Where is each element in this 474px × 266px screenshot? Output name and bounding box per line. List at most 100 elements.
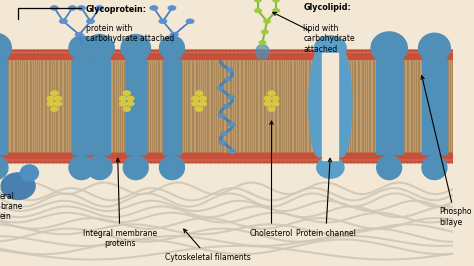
Circle shape <box>438 153 444 156</box>
Circle shape <box>62 160 67 163</box>
Circle shape <box>393 160 399 163</box>
Circle shape <box>73 157 78 160</box>
Circle shape <box>131 55 137 58</box>
Circle shape <box>254 49 259 53</box>
Circle shape <box>171 57 176 60</box>
Circle shape <box>280 153 285 156</box>
Circle shape <box>182 153 188 156</box>
Circle shape <box>438 160 444 163</box>
Circle shape <box>0 155 4 157</box>
Circle shape <box>235 157 240 160</box>
Circle shape <box>337 157 342 160</box>
Circle shape <box>224 157 229 160</box>
Circle shape <box>197 49 202 53</box>
Circle shape <box>337 57 342 60</box>
Circle shape <box>310 157 316 160</box>
Circle shape <box>356 160 361 163</box>
Circle shape <box>305 55 310 58</box>
Circle shape <box>107 153 112 156</box>
Circle shape <box>220 160 225 163</box>
Circle shape <box>404 160 410 163</box>
Circle shape <box>318 160 323 163</box>
Circle shape <box>58 53 63 56</box>
Circle shape <box>197 53 202 56</box>
Circle shape <box>365 55 370 58</box>
Circle shape <box>303 160 308 163</box>
Circle shape <box>386 53 391 56</box>
Circle shape <box>352 57 357 60</box>
Circle shape <box>416 49 421 53</box>
Circle shape <box>39 153 44 156</box>
Circle shape <box>12 160 18 163</box>
Circle shape <box>12 53 18 56</box>
Circle shape <box>374 160 380 163</box>
Circle shape <box>446 157 451 160</box>
Circle shape <box>31 49 36 53</box>
Circle shape <box>237 155 242 157</box>
Circle shape <box>199 55 204 58</box>
Circle shape <box>429 55 434 58</box>
Circle shape <box>20 49 25 53</box>
Circle shape <box>340 49 346 53</box>
Circle shape <box>356 49 361 53</box>
Circle shape <box>99 160 105 163</box>
Circle shape <box>110 53 116 56</box>
Circle shape <box>91 153 97 156</box>
Circle shape <box>99 153 105 156</box>
Circle shape <box>292 49 297 53</box>
Circle shape <box>325 153 331 156</box>
Circle shape <box>141 160 146 163</box>
Circle shape <box>16 49 22 53</box>
Circle shape <box>295 49 301 53</box>
Circle shape <box>401 53 406 56</box>
Circle shape <box>412 53 418 56</box>
Circle shape <box>50 160 55 163</box>
Circle shape <box>408 157 414 160</box>
Circle shape <box>407 155 411 157</box>
Circle shape <box>122 57 127 60</box>
Circle shape <box>65 157 71 160</box>
Circle shape <box>158 55 163 58</box>
Circle shape <box>205 153 210 156</box>
Circle shape <box>133 153 138 156</box>
Circle shape <box>1 160 7 163</box>
Circle shape <box>193 57 199 60</box>
Circle shape <box>128 55 133 58</box>
Circle shape <box>404 49 410 53</box>
Circle shape <box>128 155 133 157</box>
Circle shape <box>65 153 71 156</box>
Circle shape <box>429 155 434 157</box>
Circle shape <box>412 57 418 60</box>
Circle shape <box>31 153 36 156</box>
Circle shape <box>382 160 387 163</box>
Circle shape <box>58 160 63 163</box>
Circle shape <box>141 157 146 160</box>
Circle shape <box>416 153 421 156</box>
Circle shape <box>152 49 157 53</box>
Circle shape <box>257 57 263 60</box>
Circle shape <box>344 57 350 60</box>
Circle shape <box>423 157 429 160</box>
Circle shape <box>422 155 427 157</box>
Circle shape <box>173 155 178 157</box>
Circle shape <box>238 53 244 56</box>
Circle shape <box>65 57 71 60</box>
Circle shape <box>39 53 44 56</box>
Circle shape <box>209 49 214 53</box>
Circle shape <box>399 55 404 58</box>
Circle shape <box>50 153 55 156</box>
Circle shape <box>54 153 59 156</box>
Text: Glycoprotein:: Glycoprotein: <box>86 5 147 14</box>
Circle shape <box>137 160 142 163</box>
Circle shape <box>41 55 46 58</box>
Circle shape <box>167 57 173 60</box>
Circle shape <box>275 55 280 58</box>
Circle shape <box>329 157 335 160</box>
Circle shape <box>212 53 218 56</box>
Circle shape <box>197 157 202 160</box>
Circle shape <box>122 53 127 56</box>
Circle shape <box>167 49 173 53</box>
Circle shape <box>448 55 453 58</box>
Circle shape <box>43 57 48 60</box>
Circle shape <box>120 155 125 157</box>
